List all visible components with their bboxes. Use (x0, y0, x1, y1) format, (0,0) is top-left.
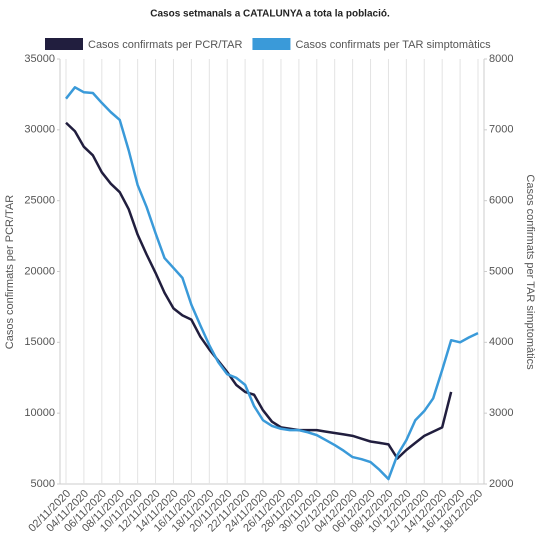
y-tick-label: 15000 (24, 336, 55, 348)
y-tick-label: 25000 (24, 195, 55, 207)
y-tick-label: 10000 (24, 407, 55, 419)
y2-tick-label: 5000 (489, 265, 513, 277)
legend-label: Casos confirmats per PCR/TAR (88, 39, 243, 51)
series-line (65, 86, 479, 481)
y2-axis-label: Casos confirmats per TAR simptomàtics (524, 174, 536, 370)
y-tick-label: 20000 (24, 265, 55, 277)
y2-tick-label: 4000 (489, 336, 513, 348)
y2-tick-label: 2000 (489, 478, 513, 490)
y2-tick-label: 8000 (489, 53, 513, 65)
series-line (65, 121, 453, 460)
y-axis-label: Casos confirmats per PCR/TAR (4, 195, 16, 350)
legend-label: Casos confirmats per TAR simptomàtics (295, 39, 491, 51)
y-tick-label: 5000 (31, 478, 55, 490)
y2-tick-label: 6000 (489, 195, 513, 207)
legend-swatch (252, 38, 291, 50)
y2-tick-label: 3000 (489, 407, 513, 419)
legend-swatch (45, 38, 83, 50)
chart-title: Casos setmanals a CATALUNYA a tota la po… (150, 9, 390, 20)
y2-tick-label: 7000 (489, 124, 513, 136)
y-tick-label: 30000 (24, 124, 55, 136)
y-tick-label: 35000 (24, 53, 55, 65)
